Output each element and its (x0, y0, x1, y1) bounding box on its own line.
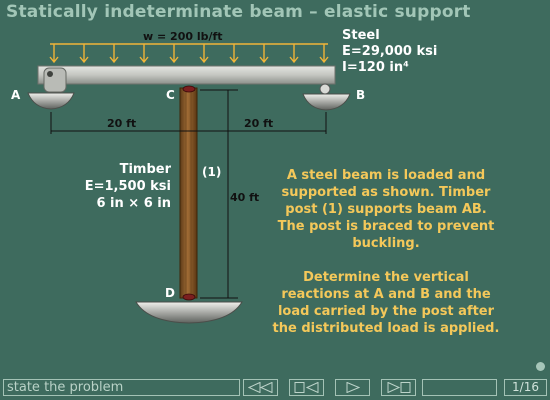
right-span-dim: 20 ft (244, 117, 274, 130)
problem-paragraph-1: A steel beam is loaded and supported as … (277, 168, 495, 251)
distributed-load (49, 43, 329, 64)
left-span-dim: 20 ft (107, 117, 137, 130)
page-indicator: 1/16 (504, 379, 547, 396)
step-back-icon (294, 382, 318, 393)
post-grain (185, 92, 192, 294)
point-d-label: D (165, 286, 175, 300)
step-forward-icon (387, 382, 410, 393)
step-title-box[interactable]: state the problem (3, 379, 240, 396)
load-arrows (49, 44, 329, 64)
timber-modulus: E=1,500 ksi (84, 179, 171, 194)
point-b-label: B (356, 88, 366, 102)
timber-properties: Timber E=1,500 ksi 6 in × 6 in (85, 161, 171, 212)
timber-post (179, 87, 198, 299)
page-total: 16 (523, 380, 539, 394)
steel-name: Steel (342, 28, 380, 43)
timber-size: 6 in × 6 in (96, 196, 171, 211)
rewind-button[interactable] (243, 379, 278, 396)
status-dot (536, 362, 545, 371)
step-forward-button[interactable] (381, 379, 416, 396)
steel-inertia: I=120 in⁴ (342, 60, 409, 75)
page-current: 1 (512, 380, 520, 394)
support-a-pin (27, 67, 75, 110)
navigation-bar: state the problem 1/16 (0, 377, 550, 400)
pin-d (182, 293, 196, 301)
point-c-label: C (166, 88, 175, 102)
support-d-base (135, 301, 243, 324)
steel-beam (37, 65, 336, 85)
pin-c (182, 85, 196, 93)
play-button[interactable] (335, 379, 370, 396)
post-id-label: (1) (202, 165, 222, 179)
dimension-lines (50, 89, 327, 299)
rewind-icon (247, 382, 272, 393)
steel-properties: Steel E=29,000 ksi I=120 in⁴ (342, 28, 437, 76)
timber-name: Timber (119, 162, 171, 177)
point-a-label: A (11, 88, 21, 102)
page-title: Statically indeterminate beam – elastic … (6, 2, 471, 22)
problem-statement: A steel beam is loaded and supported as … (272, 167, 500, 337)
support-b-roller (302, 83, 351, 111)
load-label: w = 200 lb/ft (143, 30, 223, 43)
steel-modulus: E=29,000 ksi (342, 44, 438, 59)
blank-nav-box (422, 379, 497, 396)
problem-paragraph-2: Determine the vertical reactions at A an… (272, 270, 500, 336)
post-height-dim: 40 ft (230, 191, 260, 204)
step-back-button[interactable] (289, 379, 324, 396)
play-icon (346, 382, 360, 393)
